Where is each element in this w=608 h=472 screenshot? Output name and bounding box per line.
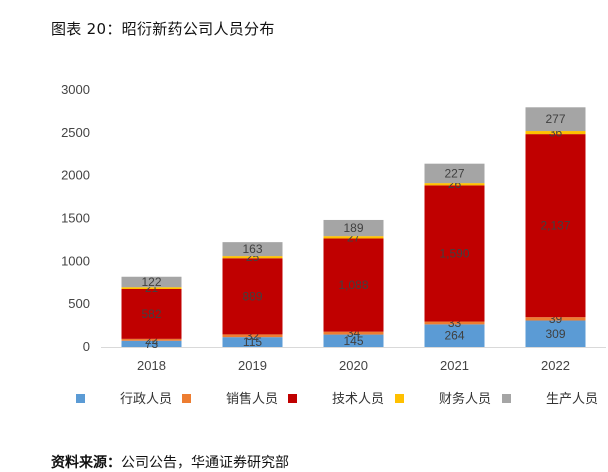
data-label: 2,137 [540,219,570,233]
y-tick-label: 500 [68,296,90,311]
y-tick-label: 1000 [61,253,90,268]
data-label: 115 [243,335,262,349]
bar-segment [424,183,485,186]
figure-title: 图表 20：昭衍新药公司人员分布 [51,20,275,38]
bar-segment [525,320,586,347]
bar-segment [222,337,283,347]
bar-segment [525,107,586,132]
data-label: 227 [444,166,464,180]
legend-label: 销售人员 [226,391,278,407]
bar-segment [424,321,485,325]
x-tick-label: 2021 [440,358,469,373]
source-note: 资料来源：公司公告，华通证券研究部 [51,452,289,472]
source-text: 公司公告，华通证券研究部 [121,455,289,471]
bar-segment [323,236,384,239]
bar-segment [323,334,384,347]
legend-label: 财务人员 [439,391,491,407]
legend-swatch [182,394,191,403]
x-tick-label: 2018 [137,358,166,373]
data-label: 163 [242,242,262,256]
bar-segment [525,134,586,318]
y-tick-label: 3000 [61,82,90,97]
bar-segment [424,324,485,347]
source-label: 资料来源： [51,455,121,471]
y-tick-label: 0 [83,339,90,354]
data-label: 277 [545,112,565,126]
data-label: 582 [141,307,161,321]
legend-label: 行政人员 [120,392,172,407]
data-label: 1,590 [439,246,469,260]
y-tick-label: 1500 [61,211,90,226]
bar-segment [323,238,384,332]
data-label: 889 [242,289,262,303]
legend-label: 技术人员 [332,392,384,407]
legend-swatch [395,394,404,403]
data-label: 264 [444,329,464,343]
data-label: 309 [545,327,565,341]
bar-segment [222,256,283,259]
data-label: 1,088 [338,278,368,292]
x-tick-label: 2022 [541,358,570,373]
bar-segment [323,331,384,335]
bar-segment [121,338,182,341]
bar-segment [525,131,586,135]
bar-segment [424,163,485,184]
legend-swatch [502,394,511,403]
bar-segment [121,276,182,288]
legend-swatch [76,394,85,403]
bar-segment [222,334,283,338]
bar-segment [323,219,384,237]
x-tick-label: 2019 [238,358,267,373]
y-tick-label: 2500 [61,125,90,140]
x-tick-label: 2020 [339,358,368,373]
bar-segment [121,340,182,347]
bar-segment [222,242,283,257]
y-tick-label: 2000 [61,168,90,183]
bar-segment [222,258,283,335]
data-label: 122 [141,275,161,289]
data-label: 145 [343,334,363,348]
bar-segment [121,287,182,290]
bar-segment [424,185,485,322]
bar-segment [525,317,586,321]
legend-swatch [288,394,297,403]
data-label: 189 [343,221,363,235]
bar-segment [121,289,182,339]
legend-label: 生产人员 [546,392,598,407]
